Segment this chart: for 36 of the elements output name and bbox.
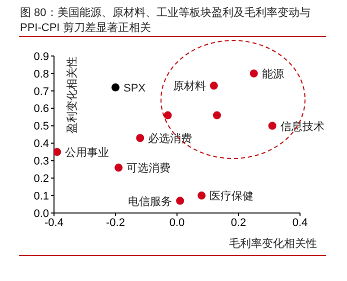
series-label: 必选消费 <box>148 132 192 145</box>
y-tick-label: 0.9 <box>34 50 49 63</box>
y-tick-label: 0.7 <box>34 86 49 98</box>
series-label: 医疗保健 <box>210 190 254 203</box>
y-tick-label: 0.8 <box>34 68 49 80</box>
point <box>210 82 218 90</box>
point <box>136 134 144 142</box>
point <box>212 111 221 120</box>
x-tick-label: 0.0 <box>169 216 185 229</box>
point <box>198 192 206 200</box>
series-label: 信息技术 <box>280 120 324 133</box>
point <box>54 148 62 156</box>
point <box>176 196 184 205</box>
x-axis-title: 毛利率变化相关性 <box>229 236 317 251</box>
point <box>112 83 120 92</box>
point <box>268 122 276 130</box>
y-tick-label: 0.6 <box>34 103 49 116</box>
x-tick-label: 0.2 <box>230 216 246 229</box>
y-axis-title: 盈利变化相关性 <box>65 56 80 134</box>
point <box>164 111 172 120</box>
x-tick-label: -0.2 <box>106 216 125 229</box>
chart-title: 图 80：美国能源、原材料、工业等板块盈利及毛利率变动与PPI-CPI 剪刀差显著正相关 <box>20 6 312 36</box>
y-tick-label: 0.1 <box>34 190 49 202</box>
series-label: 原材料 <box>172 80 206 93</box>
series-label: 可选消费 <box>126 162 171 175</box>
y-tick-label: 0.2 <box>34 173 49 186</box>
point <box>114 164 123 172</box>
y-tick-label: 0.5 <box>34 120 49 133</box>
series-label: 公用事业 <box>65 146 110 159</box>
series-label: 电信服务 <box>128 194 172 208</box>
series-label: 能源 <box>262 67 284 80</box>
y-tick-label: 0.4 <box>34 138 49 150</box>
x-tick-label: 0.4 <box>292 216 308 229</box>
series-label: SPX <box>124 82 146 94</box>
point <box>250 69 258 78</box>
y-tick-label: 0.3 <box>34 156 49 168</box>
